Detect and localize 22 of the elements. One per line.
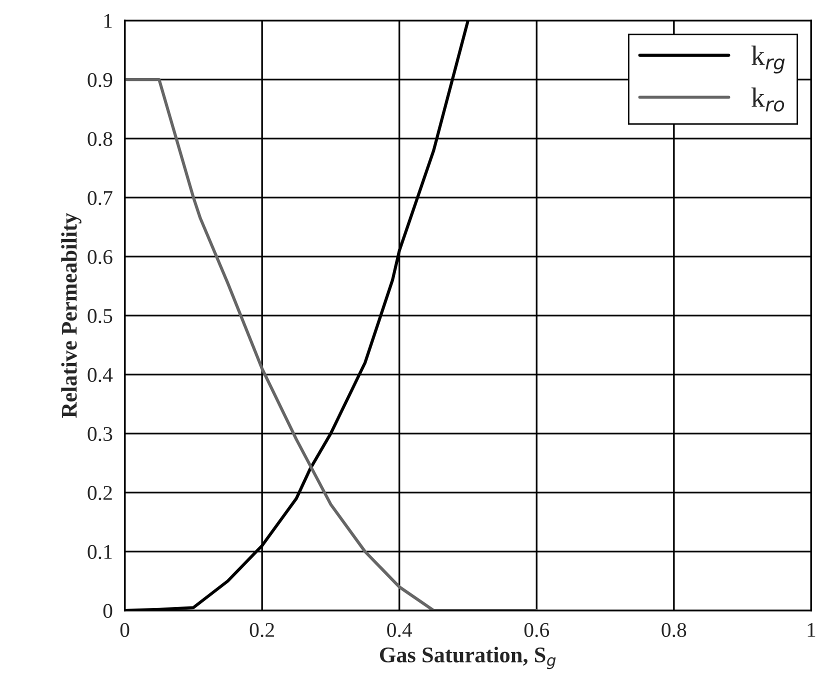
- y-tick-label: 0.1: [88, 544, 112, 560]
- legend-label: k$_{ro}$: [751, 88, 784, 112]
- x-tick-label: 0.8: [662, 622, 686, 638]
- y-tick-label: 0: [103, 604, 112, 618]
- y-tick-label: 0.8: [88, 132, 112, 146]
- x-tick-label: 0.4: [387, 622, 412, 638]
- legend-label: k$_{rg}$: [751, 46, 785, 74]
- x-tick-label: 0.2: [250, 622, 274, 638]
- y-axis-title: Relative Permeability: [61, 213, 82, 418]
- y-tick-label: 1: [104, 14, 112, 28]
- y-tick-label: 0.3: [88, 426, 112, 442]
- x-tick-label: 0.6: [524, 622, 550, 638]
- y-tick-label: 0.4: [88, 368, 113, 382]
- x-tick-label: 1: [808, 623, 816, 637]
- y-tick-label: 0.2: [88, 486, 112, 500]
- y-tick-label: 0.7: [88, 190, 112, 206]
- y-tick-label: 0.6: [88, 250, 112, 264]
- y-tick-label: 0.9: [88, 72, 112, 88]
- line-series: [124, 78, 538, 611]
- y-tick-label: 0.5: [88, 308, 112, 324]
- x-tick-label: 0: [120, 622, 130, 638]
- x-axis-title: Gas Saturation, S$_{g}$: [380, 646, 556, 670]
